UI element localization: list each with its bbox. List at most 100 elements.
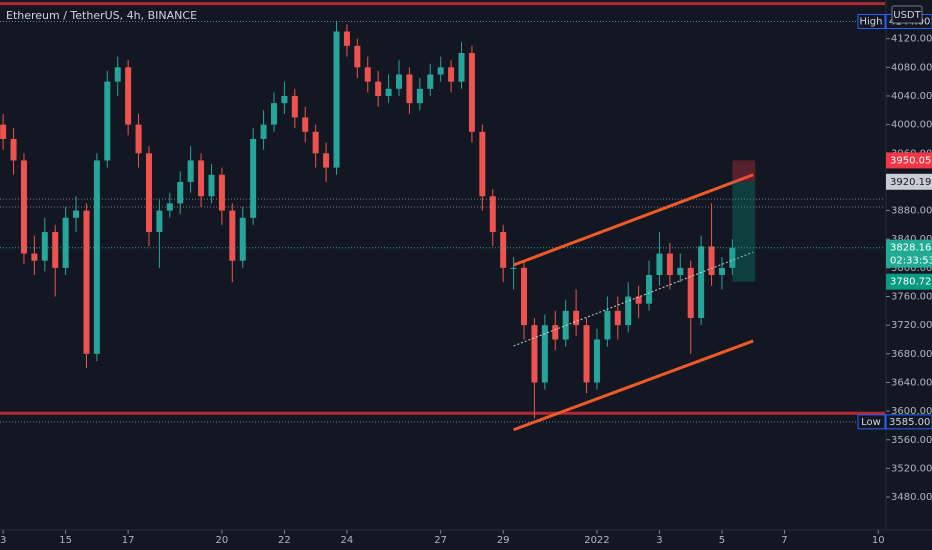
candle-body <box>677 267 684 276</box>
candle-body <box>83 210 90 354</box>
candle-body <box>135 124 142 154</box>
x-tick-label: 15 <box>59 535 72 546</box>
candle-body <box>312 131 319 154</box>
candle-body <box>10 138 17 161</box>
candle-body <box>270 103 277 125</box>
candle-body <box>406 74 413 104</box>
candle-body <box>635 296 642 304</box>
candle-body <box>625 296 632 326</box>
currency-box[interactable] <box>891 5 923 24</box>
x-tick-label: 2022 <box>584 535 609 546</box>
candle-body <box>531 325 538 383</box>
candle-body <box>500 232 507 268</box>
candle-body <box>354 45 361 68</box>
candle-body <box>646 275 653 304</box>
axes: 3480.00 3520.00 3560.00 3600.00 3640.00 3680.… <box>0 13 932 546</box>
candle-body <box>552 325 559 340</box>
candle-body <box>364 67 371 82</box>
candle-body <box>687 267 694 318</box>
trendline <box>513 173 754 267</box>
x-tick-label: 5 <box>719 535 725 546</box>
y-tick-label: 4080.00 <box>891 62 932 73</box>
y-tick-label: 4120.00 <box>891 34 932 45</box>
y-tick-label: 3720.00 <box>891 320 932 331</box>
candle-body <box>166 203 173 211</box>
candle-body <box>510 267 517 269</box>
countdown: 02:33:53 <box>890 256 932 267</box>
candle-body <box>114 67 121 82</box>
candle-body <box>323 153 330 168</box>
y-tick-label: 3520.00 <box>891 463 932 474</box>
candle-body <box>125 67 132 125</box>
y-tick-label: 3760.00 <box>891 292 932 303</box>
candle-body <box>458 53 465 82</box>
candle-body <box>583 325 590 383</box>
extreme-value: 3585.00 <box>889 417 930 428</box>
target-tag: 3780.72 <box>890 277 931 288</box>
candle-body <box>521 267 528 326</box>
x-tick-label: 3 <box>656 535 662 546</box>
candle-body <box>239 217 246 261</box>
candle-body <box>448 67 455 82</box>
candle-body <box>260 124 267 139</box>
candle-body <box>604 310 611 340</box>
extreme-tag: High <box>860 16 883 27</box>
x-tick-label: 7 <box>781 535 787 546</box>
chart-title: Ethereum / TetherUS, 4h, BINANCE <box>6 9 197 22</box>
target-zone <box>732 181 756 282</box>
candle-body <box>281 95 288 104</box>
candle-body <box>437 67 444 75</box>
candle-body <box>479 131 486 197</box>
last-price-box <box>886 239 932 268</box>
candle-body <box>541 325 548 383</box>
candle-body <box>385 88 392 96</box>
extreme-tag-box <box>857 13 886 29</box>
candle-body <box>218 174 225 211</box>
candle-body <box>593 339 600 383</box>
x-tick-label: 10 <box>872 535 885 546</box>
extreme-value-box <box>885 414 932 430</box>
candle-body <box>302 117 309 132</box>
y-tick-label: 3640.00 <box>891 377 932 388</box>
x-tick-label: 29 <box>497 535 510 546</box>
candle-body <box>73 210 80 218</box>
candle-body <box>468 53 475 132</box>
candle-body <box>343 31 350 46</box>
y-tick-label: 3600.00 <box>891 406 932 417</box>
candle-body <box>104 81 111 161</box>
candle-body <box>250 138 257 218</box>
stop-tag: 3950.05 <box>890 155 931 166</box>
candle-body <box>729 247 736 268</box>
candle-body <box>208 174 215 197</box>
candle-body <box>145 153 152 233</box>
candle-body <box>656 253 663 276</box>
candle-body <box>291 95 298 118</box>
x-tick-label: 24 <box>341 535 354 546</box>
x-tick-label: 3 <box>0 535 6 546</box>
candle-body <box>573 310 580 326</box>
candle-body <box>666 253 673 276</box>
candle-body <box>52 232 59 268</box>
entry-tag: 3920.19 <box>890 177 931 188</box>
entry-tag-box <box>886 173 932 190</box>
candle-body <box>375 81 382 96</box>
candle-body <box>31 253 38 261</box>
candle-body <box>187 160 194 182</box>
candle-body <box>489 196 496 233</box>
y-tick-label: 3560.00 <box>891 435 932 446</box>
extreme-tag-box <box>857 414 886 430</box>
candle-body <box>427 74 434 89</box>
y-tick-label: 3880.00 <box>891 206 932 217</box>
currency-label[interactable]: USDT <box>893 10 921 21</box>
candle-body <box>333 31 340 168</box>
y-tick-label: 4000.00 <box>891 120 932 131</box>
stop-tag-box <box>886 152 932 169</box>
trendline <box>513 339 754 432</box>
candle-body <box>416 88 423 104</box>
x-tick-label: 17 <box>122 535 135 546</box>
candle-body <box>41 232 48 261</box>
candle-body <box>62 217 69 268</box>
extreme-tag: Low <box>861 417 881 428</box>
